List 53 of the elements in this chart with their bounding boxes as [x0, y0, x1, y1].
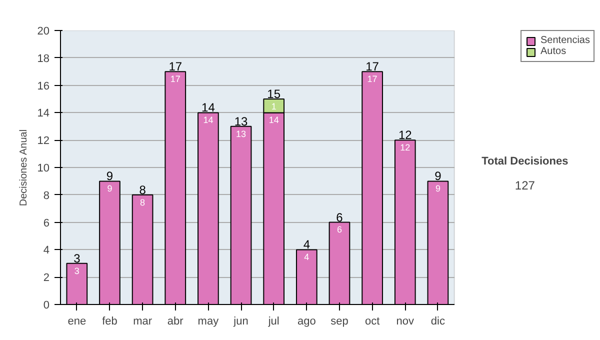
- x-tick-label: jul: [267, 316, 280, 328]
- y-tick-label: 16: [37, 80, 50, 92]
- x-tick-label: abr: [167, 316, 184, 328]
- y-tick-label: 20: [37, 26, 50, 38]
- x-tick-label: jun: [232, 316, 248, 328]
- text: Total Decisiones: [482, 156, 568, 168]
- y-tick-label: 10: [37, 162, 50, 174]
- total-label: 15: [267, 87, 281, 101]
- total-label: 3: [74, 251, 81, 266]
- y-tick-label: 18: [37, 52, 50, 65]
- data-label: 3: [74, 266, 80, 276]
- data-label: 6: [336, 224, 342, 235]
- x-tick-label: may: [198, 316, 220, 328]
- total-label: 13: [234, 114, 248, 128]
- x-tick-label: sep: [330, 316, 348, 328]
- y-tick-label: 12: [37, 135, 50, 148]
- total-label: 17: [168, 60, 182, 74]
- total-label: 14: [202, 100, 216, 115]
- data-label: 13: [236, 128, 246, 139]
- total-label: 4: [303, 238, 310, 252]
- data-label: 9: [435, 184, 440, 194]
- x-tick-label: oct: [364, 316, 380, 328]
- data-label: 9: [107, 184, 112, 194]
- total-label: 8: [139, 182, 146, 197]
- x-tick-label: feb: [102, 316, 118, 328]
- data-label: 14: [203, 115, 214, 126]
- y-tick-label: 6: [43, 217, 50, 230]
- legend-label: Sentencias: [540, 35, 590, 46]
- x-tick-label: mar: [133, 316, 152, 328]
- total-label: 6: [336, 210, 344, 224]
- x-tick-label: nov: [396, 316, 414, 328]
- x-tick-label: ene: [68, 316, 86, 328]
- data-label: 12: [400, 142, 410, 153]
- y-axis-title: Decisiones Anual: [18, 129, 30, 206]
- y-tick-label: 8: [43, 190, 50, 202]
- y-tick-label: 0: [43, 300, 50, 312]
- total-label: 9: [106, 169, 114, 184]
- data-label: 1: [271, 101, 276, 112]
- x-tick-label: ago: [297, 316, 316, 328]
- data-label: 17: [170, 74, 180, 84]
- text: 127: [514, 178, 536, 192]
- total-label: 17: [366, 60, 380, 74]
- total-label: 9: [434, 169, 442, 184]
- data-label: 17: [367, 74, 378, 84]
- y-tick-label: 4: [43, 244, 50, 257]
- y-tick-label: 2: [43, 272, 50, 284]
- total-label: 12: [398, 128, 412, 142]
- data-label: 8: [140, 197, 146, 208]
- legend-label: Autos: [540, 46, 566, 57]
- data-label: 14: [268, 115, 279, 126]
- x-tick-label: dic: [430, 316, 446, 328]
- data-label: 4: [304, 252, 310, 262]
- y-tick-label: 14: [37, 108, 50, 120]
